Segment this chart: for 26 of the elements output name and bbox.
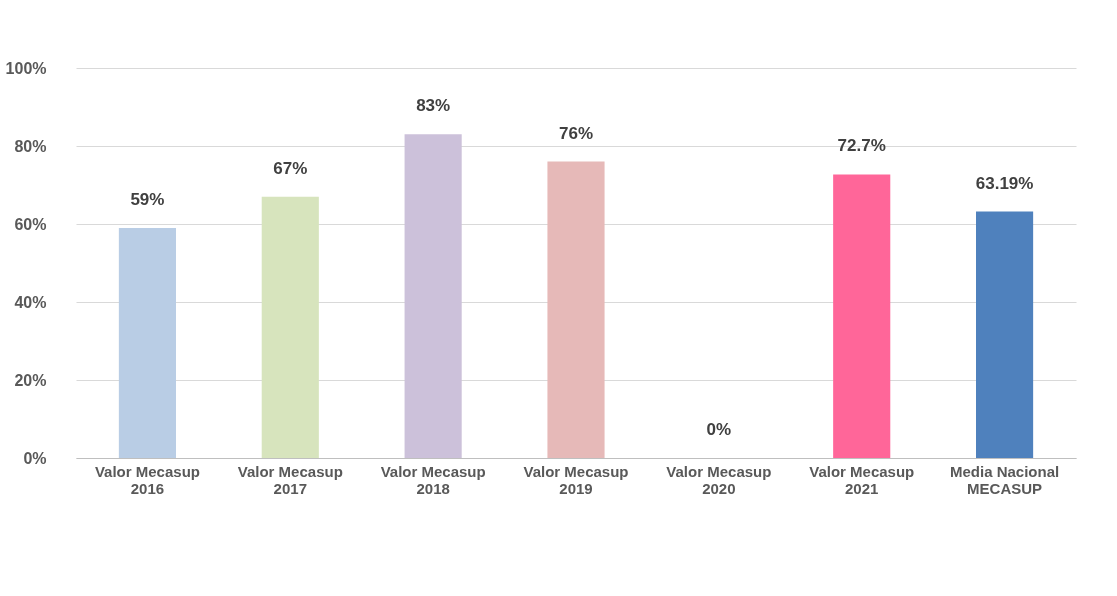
y-tick-label: 40%	[14, 293, 47, 311]
data-label: 67%	[273, 158, 308, 178]
data-label: 83%	[416, 96, 451, 116]
bar	[261, 196, 319, 458]
data-label: 72.7%	[837, 136, 886, 156]
y-tick-label: 100%	[5, 59, 47, 77]
bar	[833, 174, 891, 458]
y-tick-label: 20%	[14, 371, 47, 389]
x-tick-label: Valor Mecasup 2020	[666, 462, 772, 497]
data-label: 59%	[130, 189, 165, 209]
y-tick-label: 80%	[14, 137, 47, 155]
bar	[976, 211, 1034, 458]
y-tick-label: 60%	[14, 215, 47, 233]
x-tick-label: Valor Mecasup 2018	[380, 462, 486, 497]
bar	[118, 227, 176, 458]
x-tick-label: Media Nacional MECASUP	[949, 462, 1060, 497]
data-label: 63.19%	[975, 173, 1034, 193]
data-label: 76%	[558, 123, 594, 143]
bar	[404, 134, 462, 458]
y-tick-label: 0%	[23, 449, 47, 467]
x-tick-label: Valor Mecasup 2017	[237, 462, 343, 497]
x-tick-label: Valor Mecasup 2016	[94, 462, 200, 497]
data-label: 0%	[706, 420, 732, 439]
x-tick-label: Valor Mecasup 2019	[523, 462, 629, 497]
x-tick-label: Valor Mecasup 2021	[809, 462, 915, 497]
bar	[547, 161, 605, 458]
